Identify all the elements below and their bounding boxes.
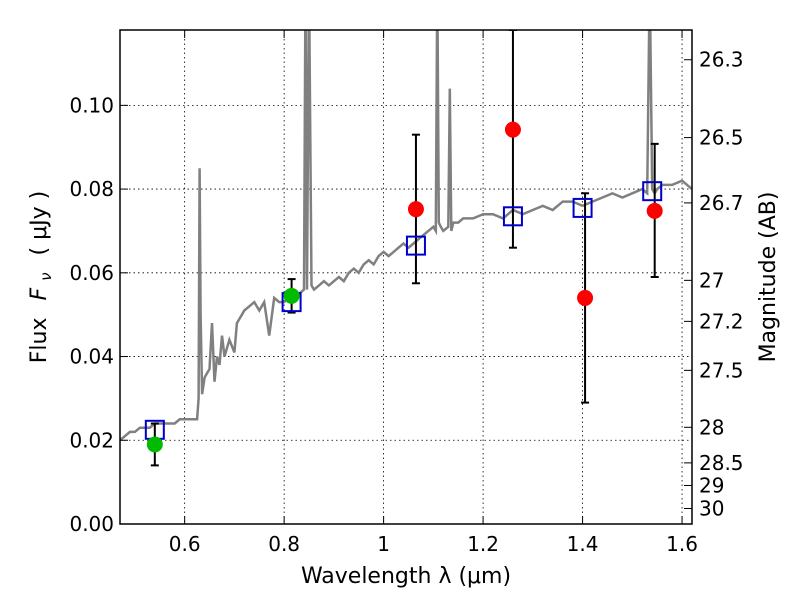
y-tick-label: 0.04 [69,345,114,369]
x-tick-label: 0.6 [169,532,201,556]
observed-point [283,287,300,304]
y-axis-left: 0.00 0.02 0.04 0.06 0.08 0.10 [69,93,128,536]
x-tick-label: 1.4 [567,532,599,556]
y-tick-label: 0.00 [69,512,114,536]
model-spectrum-line [120,30,692,442]
y-axis-label-sub: ν [37,272,55,280]
observed-point [646,202,663,219]
y-tick-label: 0.10 [69,93,114,117]
right-tick-label: 30 [699,497,724,521]
right-tick-label: 28.5 [699,451,744,475]
plot-frame [119,29,693,525]
right-tick-label: 27.5 [699,358,744,382]
model-photometry-square [642,181,663,202]
y-axis-label-symbol: F [27,287,52,300]
observed-point [577,289,594,306]
model-photometry-square [502,206,523,227]
right-tick-label: 27 [699,268,724,292]
right-tick-label: 26.7 [699,191,744,215]
svg-text:Flux F ν ( μ: Flux F ν ( μJy ) [27,191,57,363]
observed-point [504,121,521,138]
y-axis-label-right: Magnitude (AB) [756,192,781,363]
model-photometry-square [405,235,426,256]
right-tick-label: 27.2 [699,309,744,333]
observed-photometry-markers [146,121,663,453]
model-photometry-markers [144,181,663,440]
x-tick-label: 1.2 [467,532,499,556]
y-tick-label: 0.06 [69,261,114,285]
x-axis: 0.6 0.8 1 1.2 1.4 1.6 [169,30,698,556]
y-tick-label: 0.02 [69,428,114,452]
grid-lines [120,30,692,524]
model-photometry-square [572,197,593,218]
observed-point [146,436,163,453]
right-tick-label: 26.3 [699,48,744,72]
right-tick-label: 26.5 [699,126,744,150]
y-tick-label: 0.08 [69,177,114,201]
observed-point [407,201,424,218]
x-axis-label: Wavelength λ (μm) [301,564,511,589]
right-tick-label: 29 [699,473,724,497]
x-tick-label: 1 [377,532,390,556]
x-tick-label: 0.8 [268,532,300,556]
right-tick-label: 28 [699,415,724,439]
x-tick-label: 1.6 [666,532,698,556]
y-axis-label-main: Flux [27,317,52,363]
y-axis-label-unit: ( μJy ) [27,191,52,256]
y-axis-label-left: Flux F ν ( μJy ) [27,191,57,363]
